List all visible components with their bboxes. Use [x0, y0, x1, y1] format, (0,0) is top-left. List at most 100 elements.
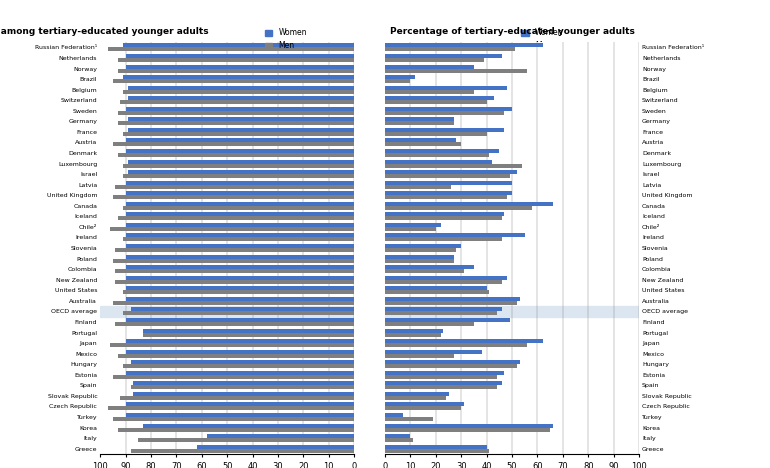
Bar — [128, 96, 354, 100]
Bar — [126, 371, 354, 375]
Bar — [385, 153, 489, 157]
Bar — [385, 121, 454, 125]
Bar — [385, 392, 448, 396]
Bar — [385, 396, 446, 400]
Bar — [108, 406, 354, 410]
Bar — [385, 174, 510, 178]
Bar — [108, 47, 354, 51]
Bar — [385, 339, 543, 343]
Bar — [385, 212, 504, 216]
Bar — [385, 290, 489, 294]
Text: Employment rate among tertiary-educated younger adults: Employment rate among tertiary-educated … — [0, 27, 208, 36]
Bar — [116, 248, 354, 252]
Bar — [385, 318, 510, 322]
Bar — [128, 160, 354, 163]
Bar — [143, 424, 354, 428]
Bar — [385, 449, 489, 453]
Bar — [385, 276, 507, 280]
Bar — [385, 142, 461, 146]
Bar — [385, 149, 500, 153]
Bar — [385, 132, 487, 136]
Bar — [385, 360, 520, 364]
Bar — [385, 163, 522, 168]
Bar — [385, 445, 487, 449]
Bar — [110, 227, 354, 231]
Bar — [385, 181, 512, 185]
Bar — [385, 86, 507, 90]
Bar — [118, 153, 354, 157]
Bar — [385, 343, 527, 347]
Bar — [385, 117, 454, 121]
Bar — [126, 191, 354, 195]
Bar — [126, 276, 354, 280]
Bar — [385, 297, 520, 301]
Bar — [385, 202, 553, 206]
Bar — [126, 65, 354, 68]
Bar — [385, 223, 441, 227]
Bar — [385, 191, 512, 195]
Bar — [385, 68, 527, 73]
Bar — [123, 174, 354, 178]
Bar — [385, 244, 461, 248]
Bar — [123, 290, 354, 294]
Bar — [113, 142, 354, 146]
Bar — [126, 402, 354, 406]
Bar — [128, 86, 354, 90]
Bar — [385, 234, 525, 237]
Bar — [118, 68, 354, 73]
Bar — [385, 402, 464, 406]
Bar — [126, 318, 354, 322]
Bar — [385, 265, 474, 269]
Bar — [113, 195, 354, 199]
Bar — [385, 311, 497, 315]
Bar — [385, 90, 474, 94]
Bar — [385, 350, 481, 354]
Bar — [207, 434, 354, 438]
Bar — [385, 75, 416, 79]
Bar — [385, 65, 474, 68]
Bar — [385, 286, 487, 290]
Bar — [131, 449, 354, 453]
Bar — [385, 185, 451, 189]
Bar — [126, 202, 354, 206]
Legend: Women, Men: Women, Men — [518, 25, 567, 53]
Bar — [385, 248, 456, 252]
Bar — [113, 375, 354, 379]
Bar — [113, 301, 354, 305]
Bar — [139, 438, 354, 442]
Bar — [118, 354, 354, 358]
Bar — [385, 417, 434, 421]
Bar — [126, 265, 354, 269]
Bar — [385, 354, 454, 358]
Bar — [126, 244, 354, 248]
Bar — [123, 132, 354, 136]
Bar — [385, 307, 502, 311]
Bar — [123, 364, 354, 368]
Bar — [385, 385, 497, 389]
Bar — [126, 139, 354, 142]
Bar — [385, 381, 502, 385]
Bar — [126, 54, 354, 58]
Bar — [113, 259, 354, 263]
Bar — [385, 306, 639, 317]
Bar — [133, 392, 354, 396]
Bar — [385, 227, 436, 231]
Bar — [385, 259, 454, 263]
Bar — [131, 307, 354, 311]
Bar — [385, 107, 512, 111]
Bar — [385, 128, 504, 132]
Bar — [385, 237, 502, 241]
Bar — [100, 306, 354, 317]
Bar — [385, 371, 504, 375]
Bar — [120, 396, 354, 400]
Bar — [385, 160, 492, 163]
Bar — [118, 58, 354, 62]
Bar — [385, 364, 517, 368]
Bar — [118, 428, 354, 431]
Bar — [126, 149, 354, 153]
Title: Percentage of tertiary-educated younger adults: Percentage of tertiary-educated younger … — [390, 27, 634, 36]
Bar — [385, 206, 532, 210]
Bar — [123, 90, 354, 94]
Bar — [126, 212, 354, 216]
Bar — [385, 54, 502, 58]
